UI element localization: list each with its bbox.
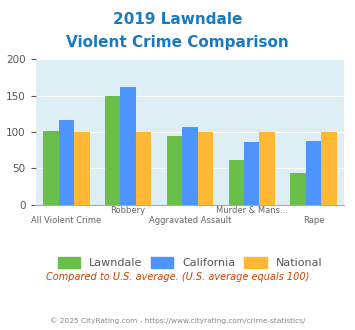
Text: © 2025 CityRating.com - https://www.cityrating.com/crime-statistics/: © 2025 CityRating.com - https://www.city… [50, 317, 305, 324]
Bar [105, 96, 120, 205]
Bar [244, 142, 260, 205]
Bar [229, 160, 244, 205]
Bar [59, 120, 74, 205]
Legend: Lawndale, California, National: Lawndale, California, National [58, 257, 322, 268]
Text: Compared to U.S. average. (U.S. average equals 100): Compared to U.S. average. (U.S. average … [46, 272, 309, 282]
Text: Murder & Mans...: Murder & Mans... [216, 206, 288, 215]
Bar [43, 131, 59, 205]
Bar [74, 132, 89, 205]
Text: Robbery: Robbery [111, 206, 146, 215]
Bar [306, 142, 321, 205]
Bar [136, 132, 151, 205]
Text: Rape: Rape [303, 216, 324, 225]
Text: All Violent Crime: All Violent Crime [31, 216, 102, 225]
Bar [198, 132, 213, 205]
Text: Violent Crime Comparison: Violent Crime Comparison [66, 35, 289, 50]
Bar [260, 132, 275, 205]
Bar [290, 173, 306, 205]
Bar [120, 87, 136, 205]
Bar [321, 132, 337, 205]
Text: 2019 Lawndale: 2019 Lawndale [113, 12, 242, 26]
Text: Aggravated Assault: Aggravated Assault [149, 216, 231, 225]
Bar [167, 136, 182, 205]
Bar [182, 127, 198, 205]
